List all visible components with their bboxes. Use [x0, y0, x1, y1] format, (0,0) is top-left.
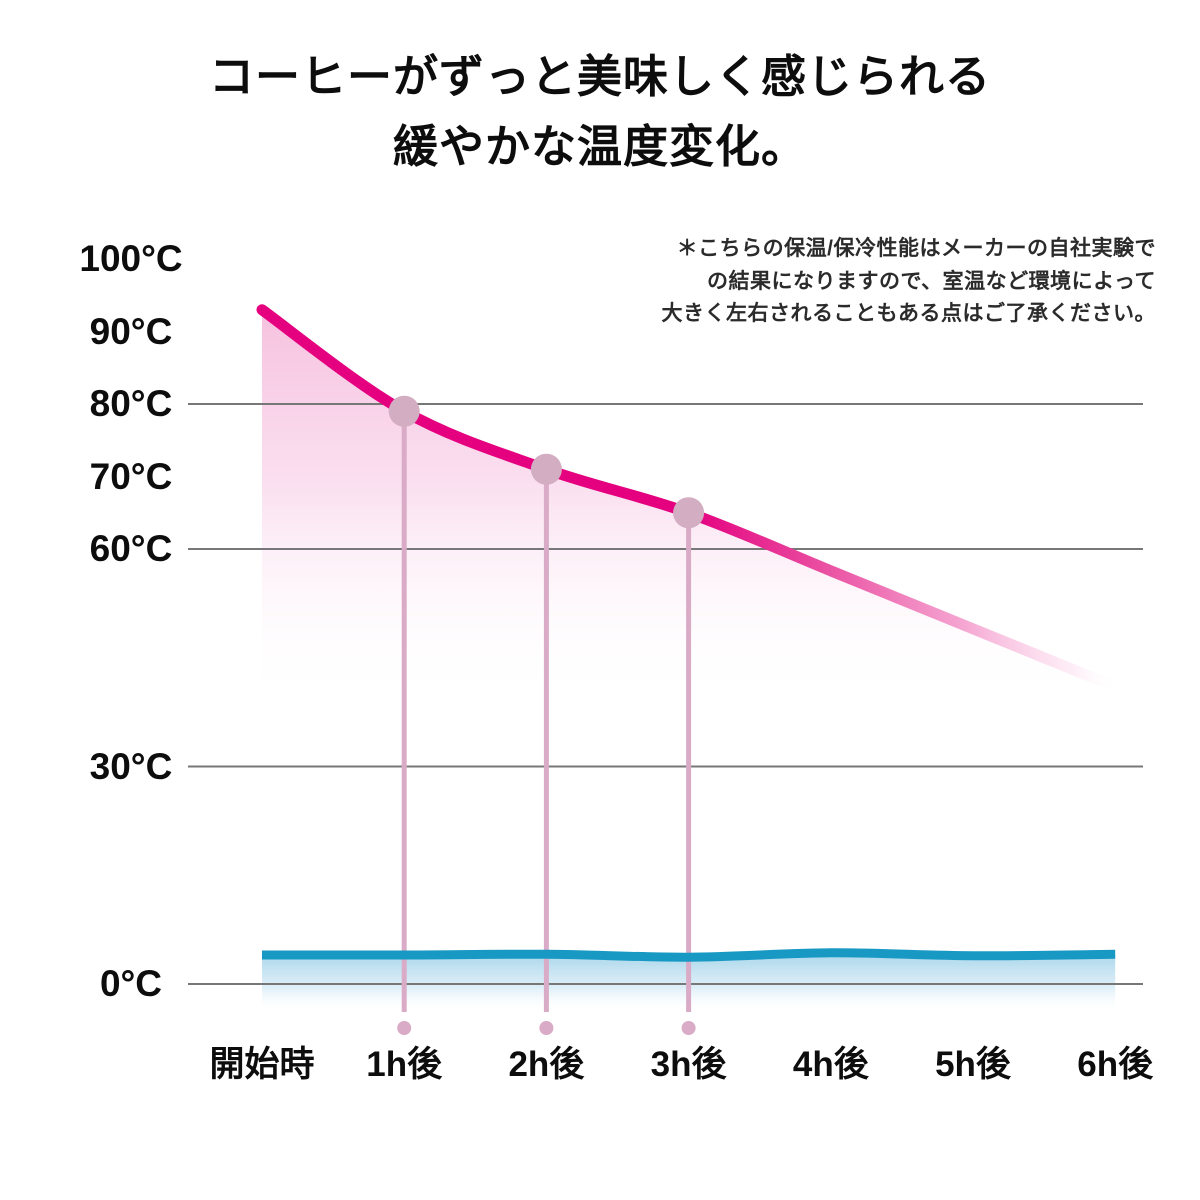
x-axis-label-1h: 1h後: [366, 1045, 443, 1084]
y-axis-label-30: 30°C: [89, 745, 173, 787]
x-axis-label-5h: 5h後: [935, 1045, 1011, 1084]
disclaimer-line2: の結果になりますので、室温など環境によって: [707, 269, 1156, 293]
x-axis-label-2h: 2h後: [508, 1045, 585, 1084]
chart-title-line2: 緩やかな温度変化。: [392, 121, 807, 172]
y-axis-label-60: 60°C: [89, 528, 173, 569]
x-axis-label-3h: 3h後: [650, 1045, 727, 1084]
gridlines: [188, 403, 1143, 985]
data-marker-2h: [530, 453, 562, 485]
x-axis-label-0h: 開始時: [209, 1045, 315, 1084]
data-point-markers: [388, 395, 705, 529]
y-axis-label-80: 80°C: [89, 383, 173, 424]
drop-dot-2h: [539, 1021, 554, 1035]
y-axis-label-100: 100°C: [79, 238, 183, 279]
y-axis-label-0: 0°C: [99, 963, 163, 1004]
data-marker-1h: [388, 395, 420, 427]
x-axis-label-4h: 4h後: [792, 1045, 869, 1084]
x-axis-label-6h: 6h後: [1077, 1045, 1154, 1084]
disclaimer-note: ＊こちらの保温/保冷性能はメーカーの自社実験で の結果になりますので、室温など環…: [596, 233, 1156, 331]
disclaimer-line1: ＊こちらの保温/保冷性能はメーカーの自社実験で: [676, 237, 1156, 260]
y-axis-label-90: 90°C: [89, 310, 173, 352]
data-marker-3h: [673, 497, 705, 529]
chart-title-line1: コーヒーがずっと美味しく感じられる: [208, 51, 991, 102]
disclaimer-line3: 大きく左右されることもある点はご了承ください。: [661, 302, 1156, 325]
marker-drop-lines: [397, 411, 696, 1035]
cold-series-line: [261, 948, 1116, 962]
drop-dot-1h: [397, 1021, 412, 1035]
drop-dot-3h: [681, 1021, 696, 1035]
y-axis-label-70: 70°C: [89, 455, 173, 497]
chart-title: コーヒーがずっと美味しく感じられる 緩やかな温度変化。: [0, 42, 1200, 182]
